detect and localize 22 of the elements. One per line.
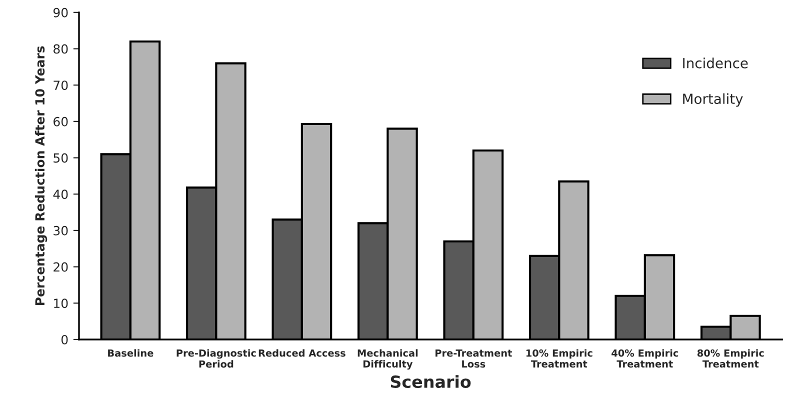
x-tick-label: Reduced Access (258, 349, 346, 357)
x-tick-label: Mechanical Difficulty (358, 349, 418, 370)
y-axis-title: Percentage Reduction After 10 Years (34, 46, 48, 306)
x-tick-label: Pre-Diagnostic Period (176, 349, 256, 368)
y-tick-label: 70 (54, 80, 68, 90)
y-tick-label: 10 (54, 298, 68, 308)
y-tick-label: 80 (54, 44, 68, 54)
y-tick-label: 90 (53, 8, 68, 18)
y-tick-label: 40 (53, 190, 68, 200)
y-tick-label: 20 (54, 262, 68, 272)
y-tick-label: 60 (54, 116, 68, 126)
y-tick-label: 50 (54, 153, 68, 163)
legend-label: Incidence (683, 58, 748, 68)
x-tick-label: 10% Empiric Treatment (526, 349, 592, 368)
y-tick-label: 0 (61, 334, 68, 344)
x-tick-label: 80% Empiric Treatment (697, 349, 764, 368)
y-tick-label: 30 (54, 226, 68, 236)
x-tick-label: 40% Empiric Treatment (612, 349, 678, 368)
x-tick-label: Pre-Treatment Loss (436, 350, 512, 368)
x-axis-title: Scenario (390, 375, 471, 388)
x-tick-label: Baseline (108, 349, 154, 357)
legend-label: Mortality (683, 93, 743, 107)
